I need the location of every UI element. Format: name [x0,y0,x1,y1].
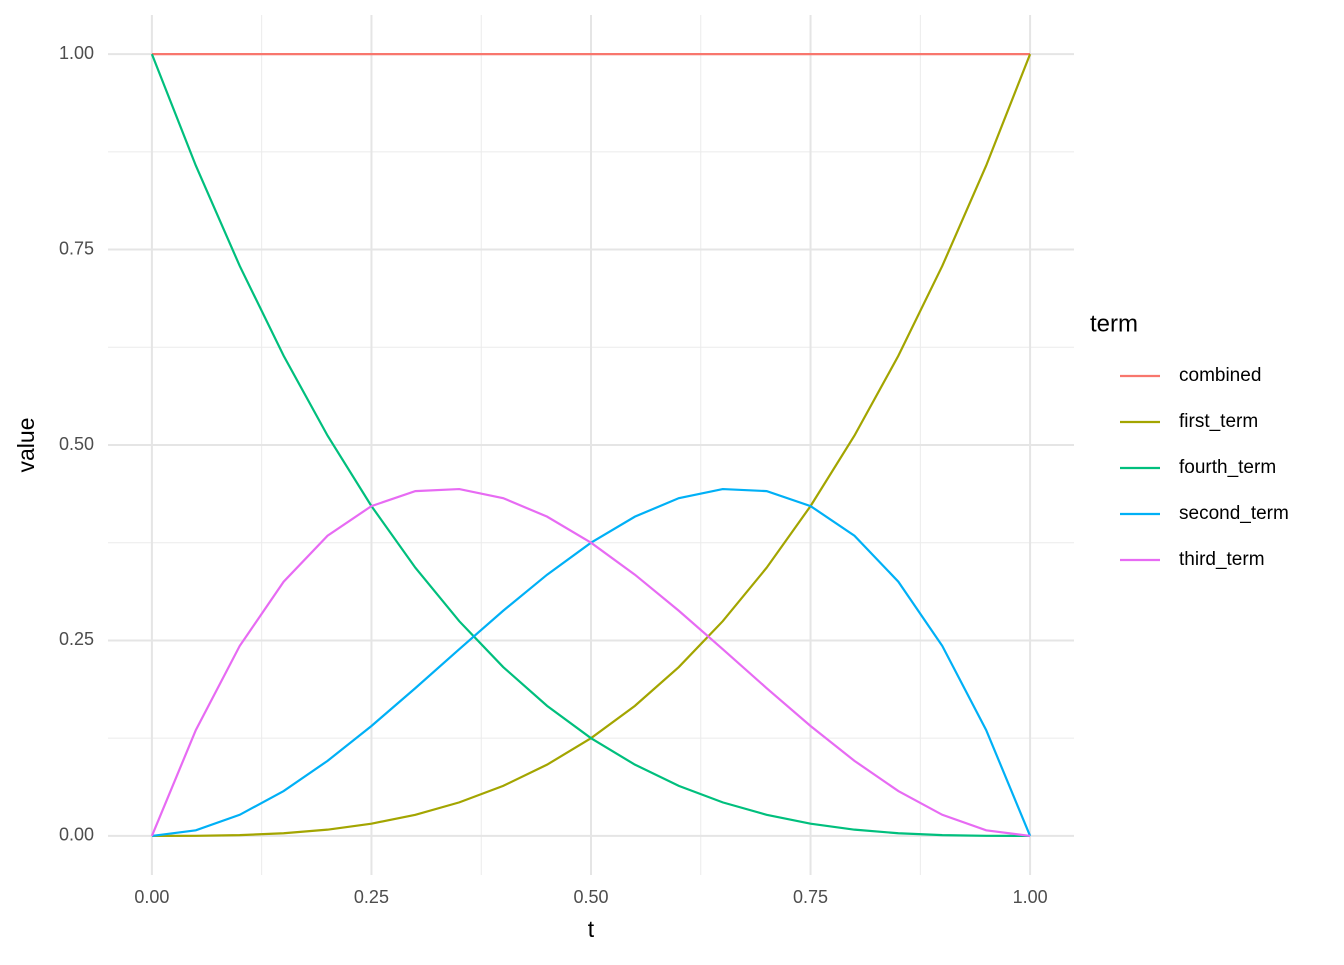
legend-title: term [1090,310,1138,337]
x-tick-label: 0.50 [573,887,608,907]
x-axis-title: t [588,916,595,942]
series-line [150,53,1031,838]
grid [108,15,1074,875]
legend-label: second_term [1179,503,1289,524]
series-line [150,487,1031,838]
x-tick-label: 1.00 [1013,887,1048,907]
y-tick-label: 0.00 [59,825,94,845]
x-tick-label: 0.25 [354,887,389,907]
y-tick-label: 0.50 [59,434,94,454]
legend-label: combined [1179,365,1261,386]
legend-label: first_term [1179,411,1258,432]
legend-label: third_term [1179,549,1265,570]
y-tick-label: 0.75 [59,238,94,258]
y-tick-label: 0.25 [59,629,94,649]
y-axis-title: value [13,418,39,473]
legend-label: fourth_term [1179,457,1276,478]
y-tick-label: 1.00 [59,43,94,63]
lines [150,52,1032,838]
x-tick-label: 0.75 [793,887,828,907]
x-tick-label: 0.00 [134,887,169,907]
